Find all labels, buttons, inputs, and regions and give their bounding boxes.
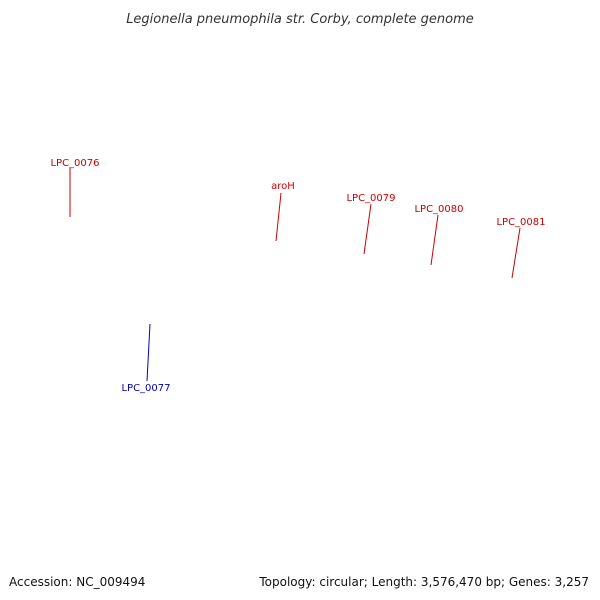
label-leader — [363, 203, 372, 255]
map-title: Legionella pneumophila str. Corby, compl… — [126, 12, 474, 27]
label-leader — [146, 323, 151, 382]
feature-label: LPC_0076 — [50, 158, 99, 169]
feature-label: LPC_0079 — [346, 193, 395, 204]
feature-label: LPC_0081 — [496, 217, 545, 228]
feature-label: LPC_0077 — [121, 383, 170, 394]
label-leaders — [69, 168, 521, 382]
label-leader — [430, 214, 439, 266]
topology-text: Topology: circular; Length: 3,576,470 bp… — [259, 575, 589, 589]
feature-label: aroH — [271, 181, 295, 192]
feature-label: LPC_0080 — [414, 204, 463, 215]
label-leader — [275, 192, 282, 242]
accession-text: Accession: NC_009494 — [9, 575, 146, 589]
feature-labels: LPC_0076 LPC_0077 aroH LPC_0079 LPC_0080 LPC_… — [50, 158, 545, 394]
label-leader — [511, 227, 521, 279]
